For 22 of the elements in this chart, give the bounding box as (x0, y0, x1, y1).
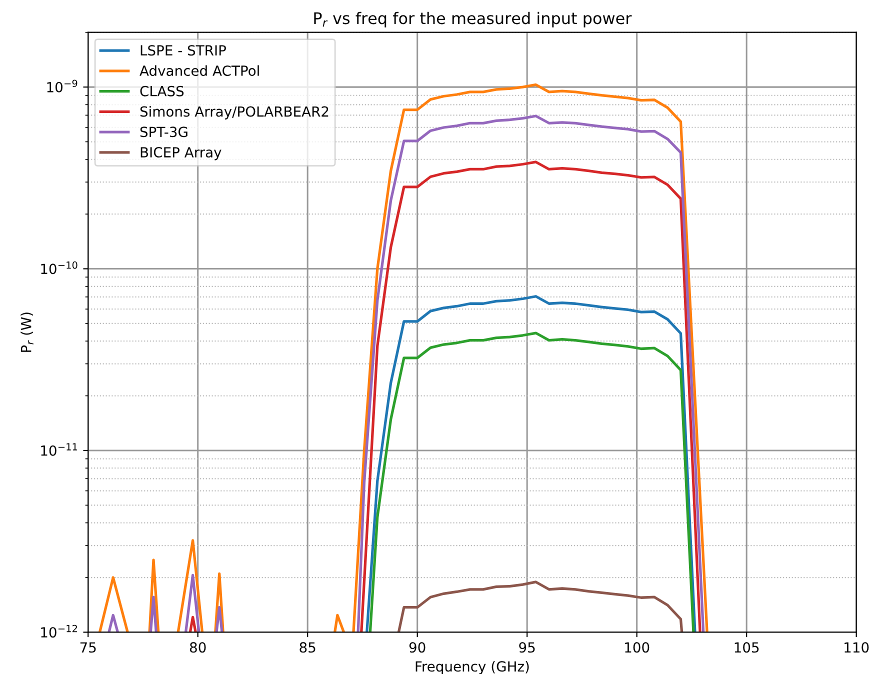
x-tick-label: 85 (300, 642, 316, 653)
x-tick-label: 110 (844, 642, 869, 653)
x-tick-label: 105 (734, 642, 759, 653)
line-series (397, 580, 684, 632)
x-tick-label: 80 (190, 642, 206, 653)
y-tick-label: 10$^{−9}$ (47, 80, 78, 92)
x-tick-label: 75 (80, 642, 96, 653)
legend-label: BICEP Array (140, 147, 222, 160)
y-tick-label: 10$^{−10}$ (41, 261, 78, 274)
legend-label: LSPE - STRIP (140, 45, 226, 56)
legend-label: Advanced ACTPol (140, 65, 259, 76)
y-axis-title: P$_{r}$ (W) (20, 312, 34, 352)
x-axis-title: Frequency (GHz) (416, 660, 529, 674)
x-tick-label: 95 (519, 642, 535, 653)
legend-label: Simons Array/POLARBEAR2 (140, 106, 328, 120)
x-tick-label: 100 (625, 642, 650, 653)
x-tick-label: 90 (409, 642, 426, 653)
legend-label: SPT-3G (140, 126, 188, 138)
legend-label: CLASS (140, 86, 184, 96)
y-tick-label: 10$^{−12}$ (41, 624, 77, 638)
chart-title: P$_{r}$ vs freq for the measured input power (314, 12, 632, 28)
y-tick-label: 10$^{−11}$ (41, 443, 78, 456)
